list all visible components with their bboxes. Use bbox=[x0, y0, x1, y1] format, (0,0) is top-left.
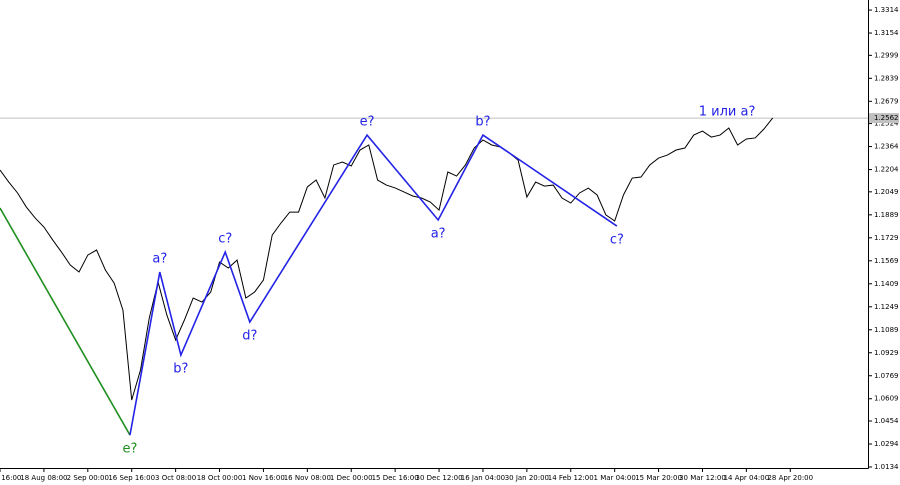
x-tick-label: 16 Nov 08:00 bbox=[284, 474, 331, 482]
y-tick-label: 1.1569 bbox=[874, 257, 899, 265]
x-tick-label: 3 Oct 08:00 bbox=[155, 474, 196, 482]
x-tick-label: 18 Oct 00:00 bbox=[197, 474, 243, 482]
wave-label: c? bbox=[610, 233, 624, 248]
x-tick-label: 14 Apr 04:00 bbox=[724, 474, 770, 482]
y-tick-label: 1.0929 bbox=[874, 349, 899, 357]
wave-label: c? bbox=[218, 232, 232, 247]
y-tick-label: 1.0134 bbox=[874, 463, 899, 471]
x-tick-label: 30 Dec 12:00 bbox=[416, 474, 463, 482]
wave-label: b? bbox=[475, 115, 490, 130]
y-tick-label: 1.1249 bbox=[874, 303, 899, 311]
y-tick-label: 1.2364 bbox=[874, 143, 899, 151]
x-tick-label: 30 Jan 20:00 bbox=[505, 474, 549, 482]
x-tick-label: 1 Dec 00:00 bbox=[330, 474, 373, 482]
wave-line bbox=[129, 133, 618, 436]
y-tick-label: 1.1409 bbox=[874, 280, 899, 288]
y-tick-label: 1.0294 bbox=[874, 440, 899, 448]
y-tick-label: 1.0769 bbox=[874, 372, 899, 380]
current-price-label: 1.2562 bbox=[874, 114, 899, 122]
y-tick-label: 1.2049 bbox=[874, 188, 899, 196]
y-tick-label: 1.1729 bbox=[874, 234, 899, 242]
wave-label: e? bbox=[123, 442, 138, 457]
price-line bbox=[0, 117, 774, 401]
wave-label: e? bbox=[360, 115, 375, 130]
x-tick-label: 16 Sep 16:00 bbox=[108, 474, 155, 482]
y-tick-label: 1.3154 bbox=[874, 29, 899, 37]
y-tick-label: 1.2999 bbox=[874, 51, 899, 59]
x-tick-label: 15 Dec 16:00 bbox=[372, 474, 419, 482]
x-tick-label: 1 Mar 04:00 bbox=[594, 474, 636, 482]
y-tick-label: 1.1089 bbox=[874, 326, 899, 334]
x-tick-label: 16 Jan 04:00 bbox=[461, 474, 505, 482]
wave-label: a? bbox=[152, 252, 167, 267]
y-tick-label: 1.3314 bbox=[874, 6, 899, 14]
current-price-box bbox=[869, 113, 899, 124]
y-tick-label: 1.2679 bbox=[874, 97, 899, 105]
x-tick-label: 1 Nov 16:00 bbox=[242, 474, 285, 482]
wave-label: a? bbox=[431, 226, 446, 241]
x-tick-label: 28 Apr 20:00 bbox=[767, 474, 813, 482]
y-tick-label: 1.1889 bbox=[874, 211, 899, 219]
x-tick-label: 3 Aug 16:00 bbox=[0, 474, 21, 482]
wave-label: b? bbox=[173, 362, 188, 377]
x-tick-label: 18 Aug 08:00 bbox=[20, 474, 67, 482]
wave-line bbox=[0, 207, 131, 436]
y-tick-label: 1.0609 bbox=[874, 395, 899, 403]
y-tick-label: 1.2524 bbox=[874, 120, 899, 128]
y-tick-label: 1.2204 bbox=[874, 166, 899, 174]
y-tick-label: 1.2839 bbox=[874, 74, 899, 82]
x-tick-label: 15 Mar 20:00 bbox=[635, 474, 682, 482]
x-tick-label: 2 Sep 00:00 bbox=[67, 474, 109, 482]
y-tick-label: 1.0454 bbox=[874, 417, 899, 425]
x-tick-label: 14 Feb 12:00 bbox=[548, 474, 594, 482]
wave-label: d? bbox=[242, 329, 257, 344]
x-tick-label: 30 Mar 12:00 bbox=[679, 474, 726, 482]
annotation: 1 или a? bbox=[699, 105, 756, 120]
